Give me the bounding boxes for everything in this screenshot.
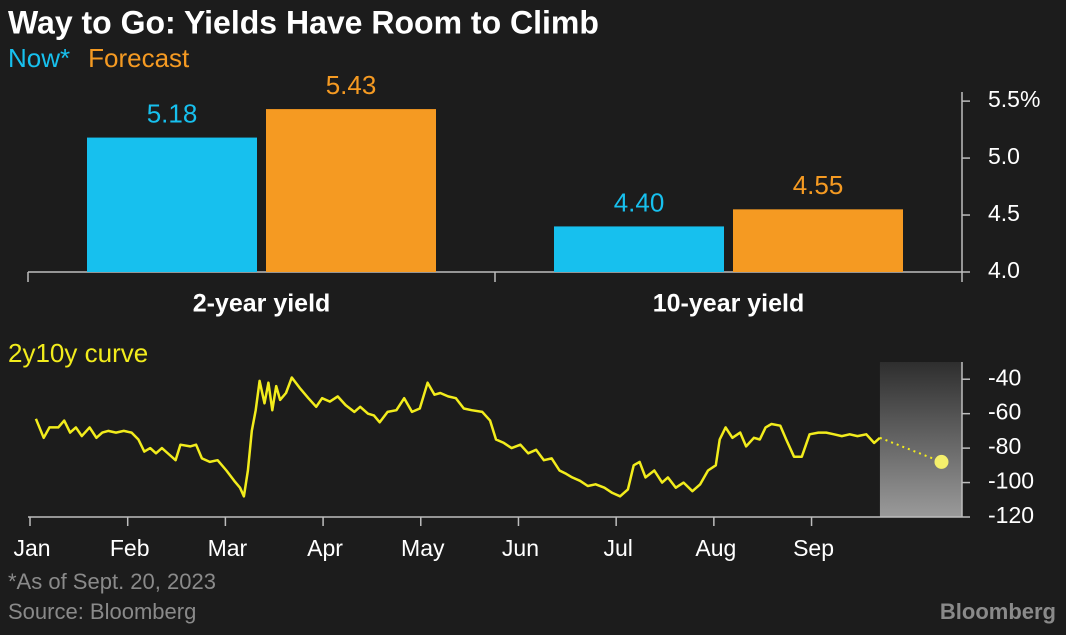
legend-entry: Now* <box>8 43 70 73</box>
bar <box>87 137 257 272</box>
panel-title: 2y10y curve <box>8 338 148 368</box>
forecast-region <box>879 362 962 517</box>
y-tick-label: 5.0 <box>988 143 1020 169</box>
x-tick-label: Feb <box>110 535 150 561</box>
bar <box>266 109 436 272</box>
value-label: 4.40 <box>614 187 665 217</box>
x-tick-label: 10-year yield <box>653 290 805 318</box>
footnote: *As of Sept. 20, 2023 <box>8 569 216 594</box>
x-tick-label: Sep <box>793 535 834 561</box>
y-tick-label: -100 <box>988 468 1034 494</box>
line <box>34 376 881 498</box>
forecast-point <box>934 454 949 469</box>
y-tick-label: 4.5 <box>988 200 1020 226</box>
y-tick-label: -120 <box>988 502 1034 528</box>
x-tick-label: Jan <box>13 535 50 561</box>
forecast-connector <box>879 436 942 463</box>
x-tick-label: 2-year yield <box>193 290 331 318</box>
y-tick-label: 5.5% <box>988 86 1040 112</box>
x-tick-label: Jul <box>603 535 632 561</box>
y-tick-label: -60 <box>988 399 1021 425</box>
value-label: 5.18 <box>147 98 198 128</box>
x-tick-label: May <box>401 535 445 561</box>
value-label: 4.55 <box>793 170 844 200</box>
y-tick-label: -40 <box>988 364 1021 390</box>
x-tick-label: Apr <box>307 535 343 561</box>
source: Source: Bloomberg <box>8 599 196 624</box>
value-label: 5.43 <box>326 70 377 100</box>
bar <box>733 209 903 272</box>
y-tick-label: 4.0 <box>988 257 1020 283</box>
bar <box>554 226 724 272</box>
x-tick-label: Mar <box>208 535 248 561</box>
legend-entry: Forecast <box>88 43 190 73</box>
x-tick-label: Jun <box>502 535 539 561</box>
logo: Bloomberg <box>940 599 1056 624</box>
chart-title: Way to Go: Yields Have Room to Climb <box>8 4 599 40</box>
y-tick-label: -80 <box>988 433 1021 459</box>
x-tick-label: Aug <box>695 535 736 561</box>
